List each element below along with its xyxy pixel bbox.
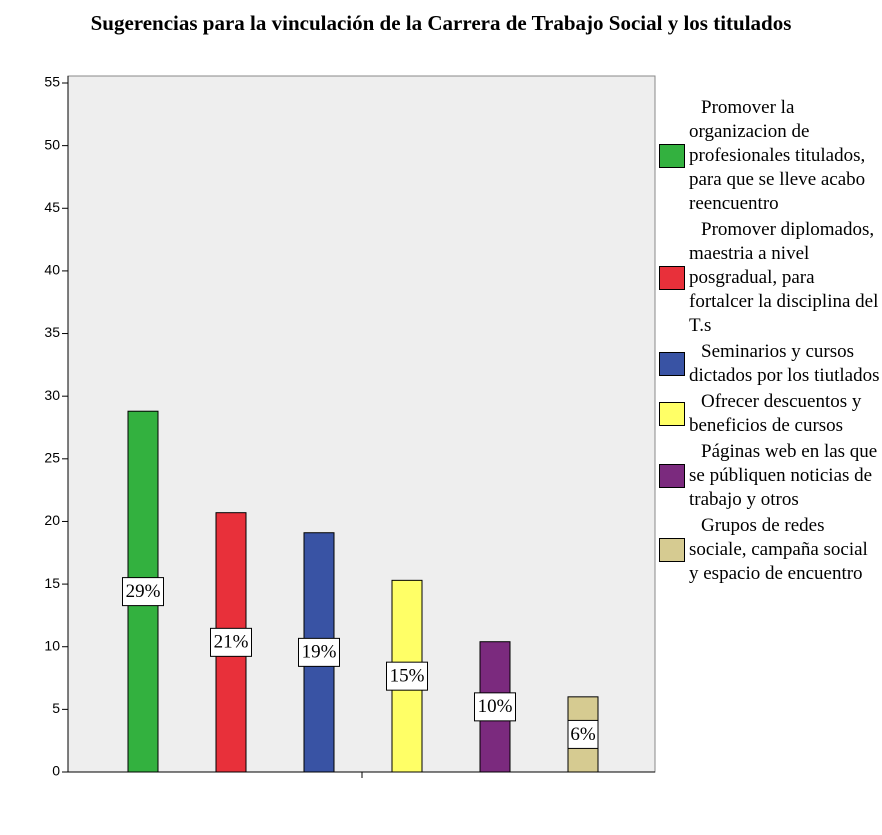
y-tick-label: 10 (44, 637, 60, 653)
data-label-box (386, 661, 428, 691)
data-label: 10% (478, 696, 513, 717)
legend-swatch (659, 266, 685, 290)
data-label-box (567, 719, 599, 749)
legend-swatch (659, 538, 685, 562)
legend-label: Ofrecer descuentos y beneficios de curso… (689, 391, 862, 436)
legend-item: Promover diplomados, maestria a nivel po… (659, 218, 881, 338)
y-tick-label: 0 (52, 763, 60, 779)
data-label: 29% (126, 581, 161, 602)
y-tick-label: 35 (44, 324, 60, 340)
data-label-box (298, 637, 340, 667)
data-label: 19% (302, 642, 337, 663)
y-tick-label: 5 (52, 700, 60, 716)
y-tick-label: 20 (44, 512, 60, 528)
data-label: 6% (570, 724, 596, 745)
legend-label: Grupos de redes sociale, campaña social … (689, 515, 868, 584)
legend-label: Páginas web en las que se públiquen noti… (689, 441, 878, 510)
legend-item: Seminarios y cursos dictados por los tiu… (659, 340, 881, 388)
y-tick-label: 25 (44, 450, 60, 466)
chart-title: Sugerencias para la vinculación de la Ca… (90, 11, 792, 35)
legend-item: Ofrecer descuentos y beneficios de curso… (659, 390, 881, 438)
y-tick-label: 30 (44, 387, 60, 403)
legend-swatch (659, 402, 685, 426)
y-tick-label: 15 (44, 575, 60, 591)
legend-item: Promover la organizacion de profesionale… (659, 96, 881, 216)
data-label-box (122, 577, 164, 607)
y-tick-label: 40 (44, 262, 60, 278)
legend-label: Promover la organizacion de profesionale… (689, 97, 866, 214)
data-label: 15% (390, 666, 425, 687)
legend-label: Seminarios y cursos dictados por los tiu… (689, 341, 880, 386)
y-tick-label: 50 (44, 136, 60, 152)
legend: Promover la organizacion de profesionale… (659, 96, 881, 588)
y-tick-label: 45 (44, 199, 60, 215)
legend-item: Grupos de redes sociale, campaña social … (659, 514, 881, 586)
legend-item: Páginas web en las que se públiquen noti… (659, 440, 881, 512)
data-label-box (210, 627, 252, 657)
legend-swatch (659, 464, 685, 488)
data-label: 21% (214, 632, 249, 653)
data-label-box (474, 692, 516, 722)
legend-swatch (659, 352, 685, 376)
y-tick-label: 55 (44, 74, 60, 90)
plot-area (67, 75, 656, 773)
legend-label: Promover diplomados, maestria a nivel po… (689, 219, 879, 336)
legend-swatch (659, 144, 685, 168)
